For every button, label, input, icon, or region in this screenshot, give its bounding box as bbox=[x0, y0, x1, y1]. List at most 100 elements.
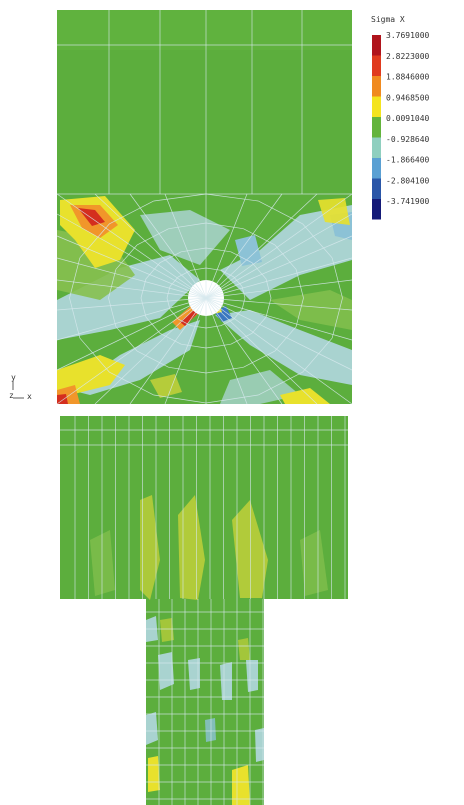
color-legend: Sigma X 3.7691000 2.8223000 1.8846000 0.946… bbox=[371, 15, 430, 220]
mesh-line bbox=[205, 267, 221, 271]
mesh-line bbox=[140, 297, 147, 318]
legend-labels: 3.7691000 2.8223000 1.8846000 0.9468500 0.00… bbox=[386, 31, 430, 206]
mesh-line bbox=[265, 297, 272, 318]
axis-z-label: z bbox=[9, 391, 14, 400]
mesh-line bbox=[79, 223, 110, 259]
t-streak-2 bbox=[178, 495, 205, 600]
mesh-line bbox=[94, 297, 207, 405]
mesh-line bbox=[181, 247, 207, 253]
mesh-line bbox=[108, 269, 117, 299]
contour-lightblue-patch-1 bbox=[235, 235, 262, 266]
mesh-line bbox=[136, 228, 169, 246]
legend-swatch bbox=[372, 117, 381, 138]
mesh-line bbox=[115, 326, 138, 352]
mesh-line bbox=[243, 228, 276, 246]
legend-value-label: 2.8223000 bbox=[386, 52, 430, 61]
axis-y-label: y bbox=[11, 373, 16, 382]
mesh-line bbox=[56, 297, 207, 371]
mesh-line bbox=[145, 262, 161, 280]
legend-value-label: 3.7691000 bbox=[386, 31, 430, 40]
t-model-mesh bbox=[60, 416, 348, 805]
mesh-line bbox=[56, 193, 207, 299]
mesh-line bbox=[295, 269, 304, 299]
legend-swatch bbox=[372, 158, 381, 179]
mesh-line bbox=[230, 333, 253, 345]
legend-swatch bbox=[372, 199, 381, 220]
mesh-line bbox=[178, 269, 192, 278]
legend-swatch bbox=[372, 96, 381, 117]
legend-swatches bbox=[372, 35, 381, 220]
mesh-line bbox=[205, 297, 318, 405]
contour-cyan-band-2 bbox=[220, 205, 352, 300]
t-streak-1 bbox=[140, 495, 160, 600]
legend-swatch bbox=[372, 178, 381, 199]
t-stem-cyan-8 bbox=[205, 718, 216, 742]
axis-x-label: x bbox=[27, 392, 32, 401]
mesh-line bbox=[220, 318, 234, 327]
mesh-line bbox=[205, 257, 353, 299]
mesh-line bbox=[129, 297, 207, 405]
t-stem-yellow-4 bbox=[238, 638, 250, 660]
contour-cyan-band-3 bbox=[215, 310, 352, 385]
mesh-line bbox=[302, 223, 333, 259]
mesh-line bbox=[205, 297, 248, 405]
hotspot-lower-left-red bbox=[57, 394, 68, 404]
hotspot-lower-right-yellow bbox=[280, 388, 330, 404]
mesh-line bbox=[109, 371, 154, 396]
mesh-line bbox=[205, 193, 318, 299]
mesh-line bbox=[220, 269, 234, 278]
mesh-line bbox=[145, 316, 161, 334]
mesh-line bbox=[241, 286, 246, 299]
mesh-line bbox=[241, 297, 246, 310]
mesh-line bbox=[168, 222, 207, 230]
contour-lightgreen-2 bbox=[270, 290, 352, 330]
mesh-line bbox=[258, 371, 303, 396]
t-stem-yellow-3 bbox=[160, 618, 174, 642]
t-stem-cyan-3 bbox=[188, 658, 200, 690]
mesh-line bbox=[153, 394, 207, 404]
mesh-line bbox=[56, 279, 207, 299]
mesh-line bbox=[129, 193, 207, 299]
mesh-line bbox=[205, 247, 231, 253]
mesh-line bbox=[205, 297, 353, 311]
t-streak-5 bbox=[300, 530, 328, 596]
mesh-line bbox=[159, 251, 182, 263]
legend-value-label: -3.741900 bbox=[386, 197, 430, 206]
t-stem-yellow-1 bbox=[148, 756, 160, 792]
mesh-line bbox=[168, 366, 207, 374]
mesh-line bbox=[166, 297, 171, 310]
mesh-line bbox=[169, 309, 179, 320]
mesh-line bbox=[181, 343, 207, 349]
mesh-line bbox=[205, 297, 353, 371]
mesh-line bbox=[251, 316, 267, 334]
mesh-line bbox=[166, 286, 171, 299]
legend-title: Sigma X bbox=[371, 15, 405, 24]
mesh-line bbox=[79, 337, 110, 373]
t-stem-cyan-5 bbox=[246, 660, 258, 692]
mesh-line bbox=[295, 297, 304, 327]
mesh-line bbox=[274, 326, 297, 352]
mesh-line bbox=[251, 262, 267, 280]
legend-swatch bbox=[372, 55, 381, 76]
mesh-line bbox=[205, 366, 244, 374]
mesh-line bbox=[191, 325, 207, 329]
hotspot-right-yellow bbox=[318, 198, 350, 225]
contour-cyan-band-6 bbox=[220, 370, 300, 404]
mesh-line bbox=[164, 193, 207, 299]
t-stem-cyan-6 bbox=[146, 712, 158, 745]
mesh-line bbox=[230, 251, 253, 263]
t-streak-3 bbox=[232, 500, 268, 598]
legend-value-label: -0.928640 bbox=[386, 135, 430, 144]
mesh-line bbox=[302, 337, 333, 373]
mesh-line bbox=[205, 394, 259, 404]
mesh-line bbox=[331, 257, 343, 299]
legend-value-label: 0.9468500 bbox=[386, 93, 430, 102]
mesh-line bbox=[56, 297, 207, 311]
mesh-line bbox=[140, 278, 147, 299]
mesh-line bbox=[205, 193, 353, 299]
mesh-line bbox=[136, 350, 169, 368]
legend-swatch bbox=[372, 76, 381, 97]
mesh-line bbox=[108, 297, 117, 327]
mesh-line bbox=[115, 244, 138, 270]
contour-cyan-band-1 bbox=[57, 255, 200, 340]
